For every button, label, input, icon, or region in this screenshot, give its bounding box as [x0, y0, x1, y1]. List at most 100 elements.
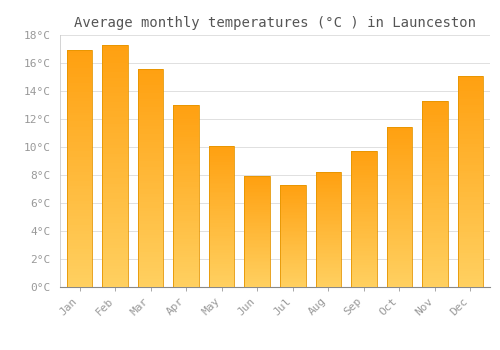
Bar	[102, 45, 128, 287]
Bar	[280, 185, 305, 186]
Bar	[209, 149, 234, 151]
Bar	[280, 269, 305, 271]
Bar	[244, 182, 270, 183]
Bar	[280, 241, 305, 242]
Bar	[458, 168, 483, 171]
Bar	[422, 168, 448, 171]
Bar	[244, 265, 270, 266]
Bar	[244, 198, 270, 200]
Bar	[422, 187, 448, 189]
Bar	[244, 257, 270, 258]
Bar	[67, 225, 92, 228]
Bar	[174, 201, 199, 203]
Bar	[209, 195, 234, 197]
Bar	[102, 172, 128, 175]
Bar	[244, 277, 270, 279]
Bar	[67, 254, 92, 257]
Bar	[386, 139, 412, 141]
Bar	[422, 171, 448, 173]
Bar	[280, 191, 305, 193]
Bar	[67, 157, 92, 160]
Bar	[174, 134, 199, 137]
Bar	[316, 195, 341, 197]
Title: Average monthly temperatures (°C ) in Launceston: Average monthly temperatures (°C ) in La…	[74, 16, 476, 30]
Bar	[280, 190, 305, 191]
Bar	[458, 266, 483, 268]
Bar	[102, 187, 128, 190]
Bar	[280, 258, 305, 259]
Bar	[458, 113, 483, 115]
Bar	[67, 240, 92, 243]
Bar	[386, 158, 412, 159]
Bar	[138, 164, 164, 167]
Bar	[458, 250, 483, 253]
Bar	[280, 204, 305, 205]
Bar	[102, 51, 128, 54]
Bar	[458, 200, 483, 202]
Bar	[174, 184, 199, 187]
Bar	[67, 231, 92, 234]
Bar	[458, 115, 483, 118]
Bar	[244, 236, 270, 237]
Bar	[174, 162, 199, 164]
Bar	[138, 175, 164, 178]
Bar	[67, 101, 92, 104]
Bar	[138, 254, 164, 257]
Bar	[316, 191, 341, 192]
Bar	[386, 215, 412, 217]
Bar	[351, 224, 376, 226]
Bar	[244, 196, 270, 197]
Bar	[138, 183, 164, 186]
Bar	[67, 130, 92, 133]
Bar	[458, 187, 483, 189]
Bar	[138, 230, 164, 232]
Bar	[138, 260, 164, 262]
Bar	[422, 117, 448, 119]
Bar	[280, 200, 305, 201]
Bar	[67, 136, 92, 139]
Bar	[244, 228, 270, 229]
Bar	[138, 178, 164, 181]
Bar	[102, 93, 128, 96]
Bar	[316, 256, 341, 257]
Bar	[244, 255, 270, 257]
Bar	[386, 231, 412, 233]
Bar	[102, 196, 128, 199]
Bar	[102, 78, 128, 81]
Bar	[209, 202, 234, 204]
Bar	[138, 77, 164, 79]
Bar	[209, 208, 234, 209]
Bar	[458, 279, 483, 282]
Bar	[102, 157, 128, 160]
Bar	[138, 172, 164, 175]
Bar	[458, 147, 483, 149]
Bar	[280, 205, 305, 206]
Bar	[458, 178, 483, 181]
Bar	[174, 257, 199, 260]
Bar	[102, 214, 128, 217]
Bar	[422, 231, 448, 233]
Bar	[209, 250, 234, 252]
Bar	[316, 227, 341, 228]
Bar	[138, 227, 164, 230]
Bar	[138, 279, 164, 281]
Bar	[458, 213, 483, 216]
Bar	[67, 89, 92, 92]
Bar	[351, 257, 376, 258]
Bar	[386, 219, 412, 221]
Bar	[67, 104, 92, 107]
Bar	[244, 259, 270, 261]
Bar	[458, 176, 483, 178]
Bar	[209, 253, 234, 255]
Bar	[422, 275, 448, 278]
Bar	[458, 81, 483, 84]
Bar	[67, 92, 92, 95]
Bar	[209, 215, 234, 216]
Bar	[351, 155, 376, 156]
Bar	[280, 214, 305, 216]
Bar	[244, 237, 270, 239]
Bar	[280, 227, 305, 228]
Bar	[351, 246, 376, 248]
Bar	[138, 90, 164, 93]
Bar	[351, 180, 376, 182]
